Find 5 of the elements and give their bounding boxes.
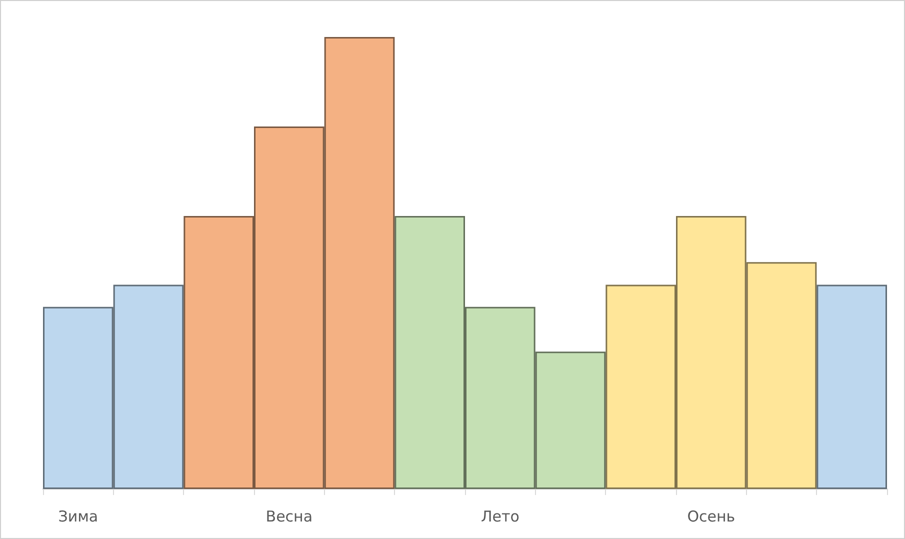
x-tick-label: Зима — [58, 508, 98, 526]
bar — [816, 284, 887, 489]
x-tick-label: Осень — [687, 508, 736, 526]
x-tick-label: Лето — [480, 508, 520, 526]
x-tick-label: Весна — [266, 508, 313, 526]
